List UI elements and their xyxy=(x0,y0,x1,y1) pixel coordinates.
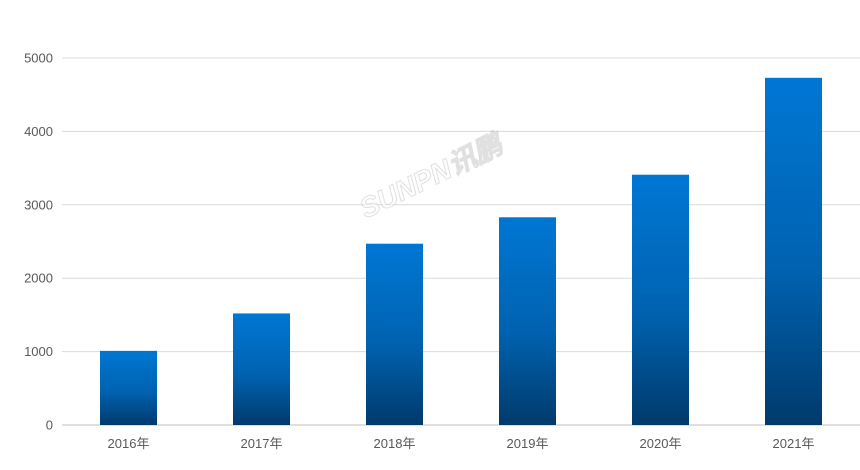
y-tick-label: 2000 xyxy=(24,271,53,286)
bar xyxy=(233,313,290,425)
y-tick-label: 4000 xyxy=(24,124,53,139)
bar xyxy=(765,77,822,426)
y-tick-label: 1000 xyxy=(24,344,53,359)
y-tick-label: 5000 xyxy=(24,51,53,66)
x-axis-ticks: 2016年 2017年 2018年 2019年 2020年 2021年 xyxy=(108,436,815,451)
y-axis-ticks: 0 1000 2000 3000 4000 5000 xyxy=(24,51,53,433)
watermark-text: SUNPN讯鹏 xyxy=(355,127,510,224)
bars xyxy=(100,77,822,426)
x-tick-label: 2021年 xyxy=(773,436,815,451)
bar xyxy=(499,217,556,425)
x-tick-label: 2020年 xyxy=(640,436,682,451)
y-tick-label: 3000 xyxy=(24,197,53,212)
x-tick-label: 2016年 xyxy=(108,436,150,451)
y-tick-label: 0 xyxy=(46,418,53,433)
bar xyxy=(632,174,689,425)
watermark: SUNPN讯鹏 xyxy=(354,127,510,225)
x-tick-label: 2019年 xyxy=(507,436,549,451)
x-tick-label: 2017年 xyxy=(241,436,283,451)
bar xyxy=(366,243,423,425)
x-tick-label: 2018年 xyxy=(374,436,416,451)
bar xyxy=(100,350,157,425)
grid-lines xyxy=(62,57,860,426)
